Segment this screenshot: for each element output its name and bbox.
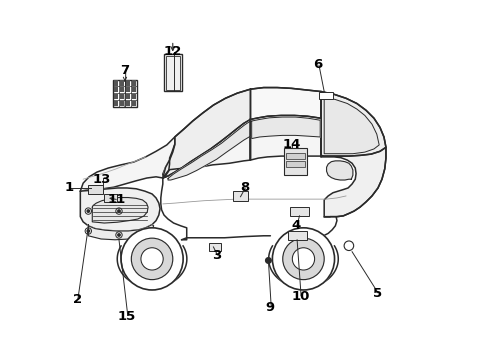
Text: 15: 15	[118, 310, 136, 323]
Text: 10: 10	[290, 290, 309, 303]
Polygon shape	[250, 116, 320, 160]
Bar	[165, 56, 180, 90]
Bar	[120, 101, 124, 106]
Bar	[113, 80, 137, 107]
Bar	[125, 80, 130, 86]
Circle shape	[292, 248, 314, 270]
Bar	[208, 243, 220, 251]
Bar	[120, 80, 124, 86]
Polygon shape	[163, 120, 250, 178]
Text: 1: 1	[64, 181, 74, 194]
Circle shape	[265, 258, 271, 263]
Bar	[283, 148, 307, 175]
Circle shape	[272, 228, 334, 290]
Text: 3: 3	[212, 249, 221, 262]
Circle shape	[141, 248, 163, 270]
Polygon shape	[163, 89, 250, 178]
Text: 11: 11	[107, 193, 125, 206]
Polygon shape	[80, 188, 160, 231]
Text: 12: 12	[163, 45, 182, 58]
Polygon shape	[88, 225, 153, 240]
Bar	[131, 80, 136, 86]
Circle shape	[118, 234, 120, 236]
Text: 2: 2	[72, 293, 81, 306]
Bar	[131, 87, 136, 92]
Polygon shape	[251, 117, 320, 139]
Text: 5: 5	[373, 287, 382, 300]
Bar	[120, 87, 124, 92]
Bar	[287, 231, 306, 240]
Bar	[285, 153, 305, 159]
Circle shape	[282, 238, 324, 280]
Polygon shape	[326, 161, 352, 180]
Bar	[125, 101, 130, 106]
Polygon shape	[320, 91, 385, 156]
Bar	[120, 94, 124, 99]
Text: 8: 8	[240, 181, 248, 194]
Bar	[114, 94, 118, 99]
Text: 13: 13	[92, 173, 111, 186]
Polygon shape	[92, 198, 148, 223]
Bar	[114, 80, 118, 86]
Text: 4: 4	[291, 219, 300, 232]
Polygon shape	[324, 97, 378, 154]
Bar	[114, 101, 118, 106]
Bar	[104, 194, 117, 202]
Bar	[232, 191, 248, 201]
Polygon shape	[80, 137, 174, 191]
Circle shape	[87, 210, 89, 212]
Text: 9: 9	[265, 301, 274, 314]
Bar	[290, 207, 309, 216]
Bar	[163, 54, 181, 91]
Circle shape	[131, 238, 172, 280]
Polygon shape	[168, 121, 250, 180]
Bar	[125, 94, 130, 99]
Text: 7: 7	[120, 64, 129, 77]
Text: 14: 14	[282, 139, 300, 152]
Polygon shape	[320, 118, 385, 217]
Circle shape	[87, 230, 89, 232]
Text: 6: 6	[313, 58, 322, 71]
Circle shape	[118, 210, 120, 212]
Bar	[125, 87, 130, 92]
Bar	[319, 91, 333, 99]
Bar	[114, 87, 118, 92]
Bar	[88, 185, 103, 194]
Bar	[131, 94, 136, 99]
Circle shape	[121, 228, 183, 290]
Polygon shape	[250, 87, 320, 120]
Bar	[285, 161, 305, 167]
Bar	[131, 101, 136, 106]
